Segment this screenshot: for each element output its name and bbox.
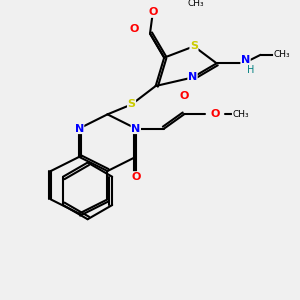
Text: N: N xyxy=(74,124,84,134)
Text: O: O xyxy=(148,7,158,17)
Text: CH₃: CH₃ xyxy=(274,50,290,59)
Text: S: S xyxy=(190,41,198,51)
Text: N: N xyxy=(241,56,250,65)
Text: CH₃: CH₃ xyxy=(232,110,249,119)
Text: O: O xyxy=(211,109,220,119)
Text: O: O xyxy=(179,91,189,101)
Text: H: H xyxy=(247,65,254,75)
Text: O: O xyxy=(131,172,140,182)
Text: N: N xyxy=(131,124,140,134)
Text: CH₃: CH₃ xyxy=(187,0,204,8)
Text: O: O xyxy=(130,24,139,34)
Text: S: S xyxy=(128,99,136,110)
Text: N: N xyxy=(188,73,197,82)
